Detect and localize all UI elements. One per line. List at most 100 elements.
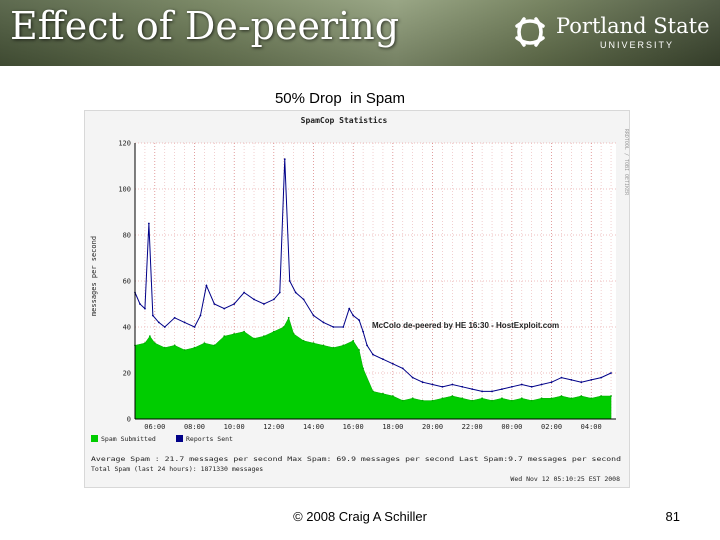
x-tick-label: 18:00 xyxy=(382,423,403,431)
reports-point xyxy=(294,291,297,294)
reports-point xyxy=(272,298,275,301)
reports-point xyxy=(560,376,563,379)
y-tick-label: 0 xyxy=(127,416,131,424)
chart-title: SpamCop Statistics xyxy=(301,115,388,125)
spam-point xyxy=(441,397,444,400)
reports-point xyxy=(382,358,384,361)
logo-mark-icon xyxy=(515,17,545,47)
reports-point xyxy=(501,388,503,390)
reports-point xyxy=(610,372,612,374)
reports-point xyxy=(366,344,368,347)
reports-point xyxy=(151,314,154,317)
y-tick-label: 100 xyxy=(118,186,131,194)
y-tick-label: 40 xyxy=(123,324,131,332)
reports-point xyxy=(233,303,236,305)
reports-point xyxy=(391,362,394,365)
spam-point xyxy=(292,333,295,335)
reports-point xyxy=(147,222,150,225)
reports-point xyxy=(157,321,160,324)
spam-point xyxy=(382,392,384,395)
reports-point xyxy=(332,326,335,328)
spam-point xyxy=(223,335,226,338)
reports-point xyxy=(139,303,141,305)
spam-point xyxy=(263,335,265,338)
spam-point xyxy=(570,397,573,400)
reports-point xyxy=(491,390,493,393)
spam-point xyxy=(213,344,216,347)
spam-chart: SpamCop Statistics RRDTOOL / TOBI OETIKE… xyxy=(90,115,629,483)
spam-point xyxy=(322,344,325,347)
spam-point xyxy=(233,333,236,335)
reports-point xyxy=(520,383,523,386)
chart-annotation: McColo de-peered by HE 16:30 - HostExplo… xyxy=(372,321,559,330)
footer-copyright: © 2008 Craig A Schiller xyxy=(293,509,427,524)
reports-point xyxy=(199,314,202,317)
slide-title: Effect of De-peering xyxy=(10,4,400,48)
y-tick-label: 60 xyxy=(123,278,131,286)
reports-point xyxy=(173,316,176,319)
spam-point xyxy=(501,397,503,400)
reports-point xyxy=(312,314,315,317)
spam-point xyxy=(401,399,404,402)
spam-point xyxy=(362,367,365,370)
reports-point xyxy=(401,367,404,370)
spam-point xyxy=(243,330,245,333)
reports-point xyxy=(223,307,226,310)
reports-point xyxy=(243,291,245,294)
spam-point xyxy=(600,395,603,397)
reports-point xyxy=(590,379,593,381)
reports-point xyxy=(193,326,196,328)
x-tick-label: 00:00 xyxy=(501,423,522,431)
reports-point xyxy=(348,307,351,310)
spam-point xyxy=(540,397,543,400)
reports-point xyxy=(510,385,513,388)
reports-point xyxy=(213,303,216,305)
spam-point xyxy=(173,344,176,347)
x-tick-label: 10:00 xyxy=(224,423,245,431)
reports-point xyxy=(358,319,361,321)
reports-point xyxy=(342,326,345,328)
reports-point xyxy=(283,158,286,160)
spam-point xyxy=(203,342,206,344)
reports-point xyxy=(263,303,265,305)
reports-point xyxy=(600,376,603,379)
spam-point xyxy=(451,395,454,397)
x-tick-label: 14:00 xyxy=(303,423,324,431)
x-tick-label: 12:00 xyxy=(263,423,284,431)
spam-point xyxy=(312,342,315,344)
reports-point xyxy=(302,298,305,301)
logo-name: Portland State xyxy=(556,14,710,38)
x-tick-label: 20:00 xyxy=(422,423,443,431)
reports-point xyxy=(441,385,444,388)
spam-point xyxy=(144,342,146,344)
spam-point xyxy=(163,346,166,349)
spam-point xyxy=(287,316,290,319)
y-tick-label: 20 xyxy=(123,370,131,378)
x-tick-label: 08:00 xyxy=(184,423,205,431)
x-tick-label: 06:00 xyxy=(144,423,165,431)
spam-point xyxy=(580,395,583,397)
reports-point xyxy=(253,298,255,301)
spam-point xyxy=(358,349,361,351)
x-tick-label: 02:00 xyxy=(541,423,562,431)
legend-swatch-reports xyxy=(176,435,183,442)
university-logo: Portland State UNIVERSITY xyxy=(512,14,712,54)
spam-point xyxy=(431,399,434,402)
reports-point xyxy=(570,379,573,381)
reports-point xyxy=(278,291,281,294)
reports-point xyxy=(372,353,374,356)
legend-reports-sent: Reports Sent xyxy=(186,435,233,443)
reports-point xyxy=(288,280,291,282)
y-axis-label: messages per second xyxy=(90,236,98,316)
spam-point xyxy=(590,397,593,400)
spam-point xyxy=(253,337,255,340)
logo-subtitle: UNIVERSITY xyxy=(600,40,675,50)
spam-point xyxy=(421,399,424,402)
stats-line-2: Total Spam (last 24 hours): 1871330 mess… xyxy=(91,465,263,473)
reports-point xyxy=(163,326,166,328)
reports-point xyxy=(471,388,474,390)
spam-point xyxy=(491,399,493,402)
x-tick-label: 04:00 xyxy=(581,423,602,431)
y-tick-label: 80 xyxy=(123,232,131,240)
spam-point xyxy=(510,399,513,402)
